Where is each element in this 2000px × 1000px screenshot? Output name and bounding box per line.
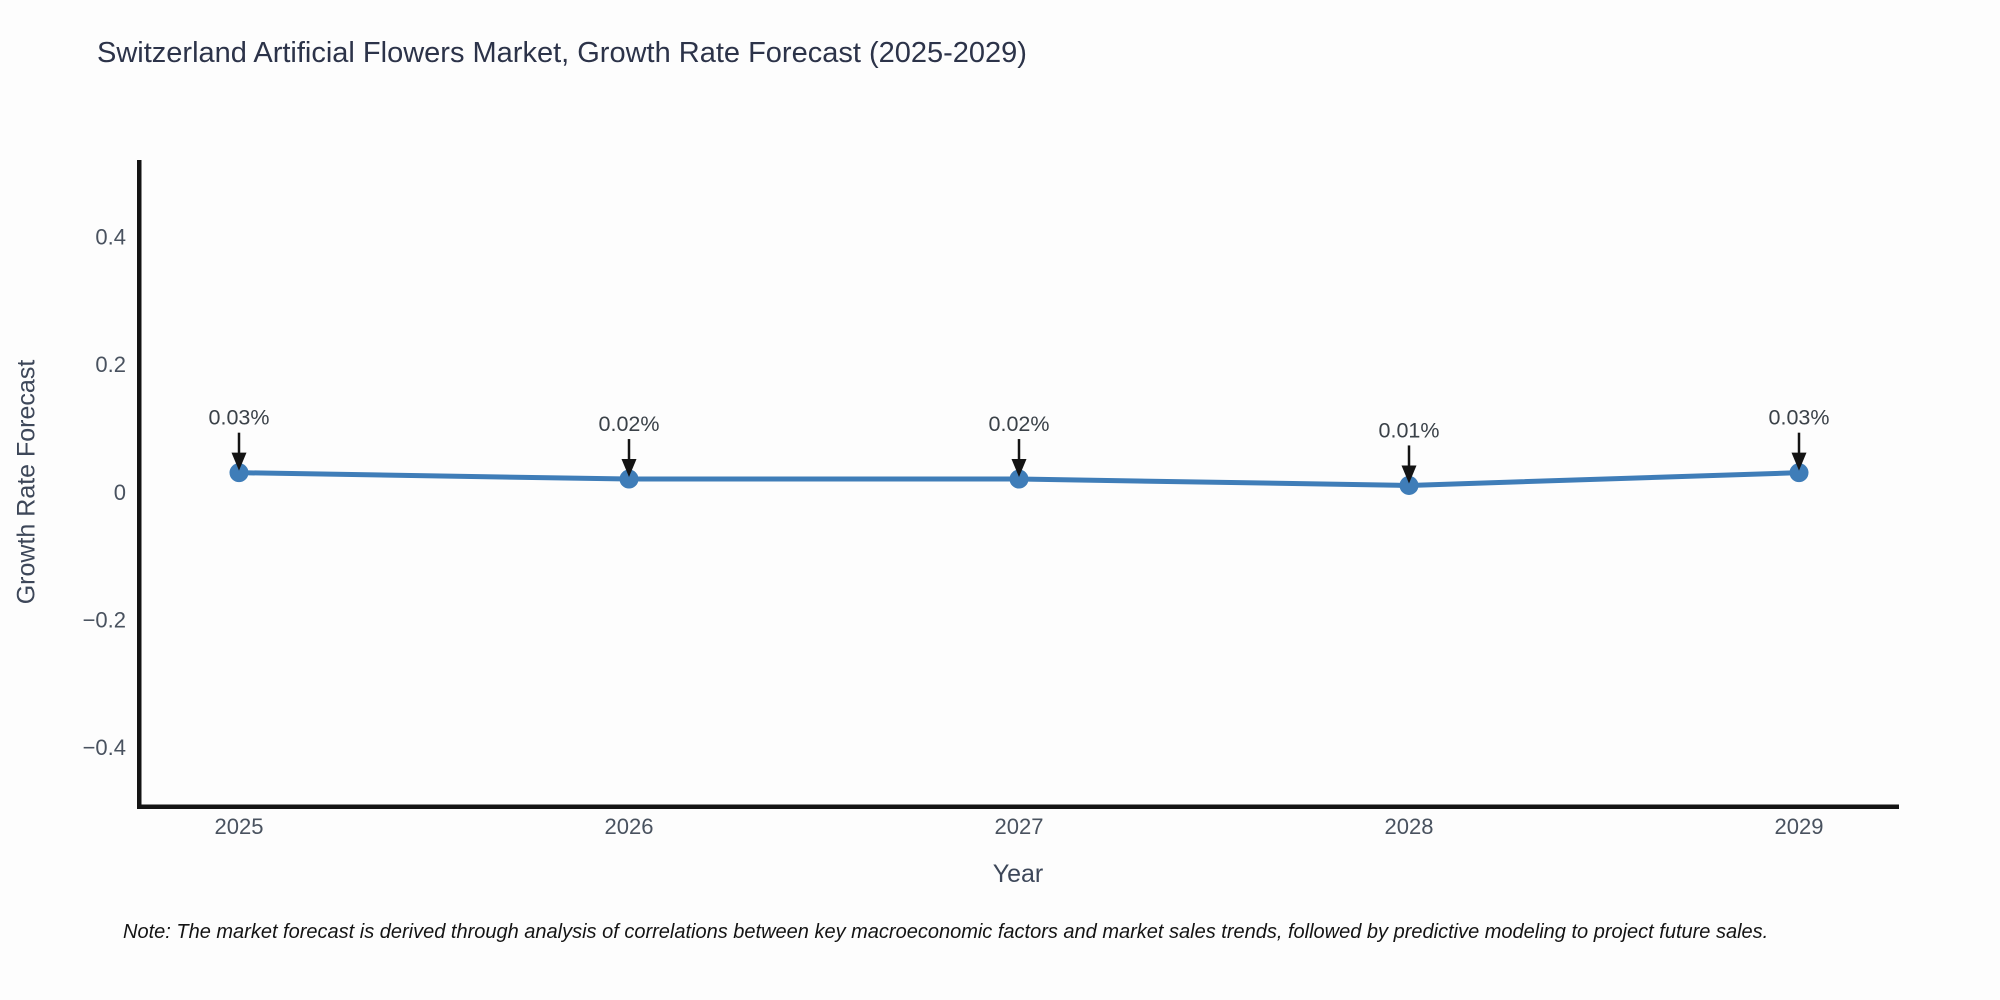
footnote: Note: The market forecast is derived thr… — [123, 921, 1769, 943]
y-tick-label: 0.4 — [95, 225, 126, 250]
annotation-label: 0.02% — [599, 412, 660, 436]
annotation-arrowhead — [1011, 459, 1027, 478]
x-tick-label: 2026 — [605, 814, 654, 839]
x-axis-title: Year — [992, 860, 1044, 888]
x-tick-label: 2027 — [995, 814, 1044, 839]
annotation-label: 0.01% — [1379, 418, 1440, 442]
data-point-marker — [1009, 469, 1029, 489]
data-point-marker — [229, 463, 249, 483]
chart-title: Switzerland Artificial Flowers Market, G… — [97, 37, 1027, 69]
x-tick-label: 2029 — [1775, 814, 1824, 839]
y-tick-label: 0.2 — [95, 352, 126, 377]
annotation-arrowhead — [1401, 465, 1417, 484]
data-point-marker — [1399, 475, 1419, 495]
y-axis-spine — [137, 160, 142, 809]
y-tick-label: −0.2 — [83, 607, 126, 632]
annotation-label: 0.03% — [1769, 406, 1830, 430]
annotation-arrowhead — [621, 459, 637, 478]
x-axis-spine — [137, 804, 1899, 809]
x-tick-label: 2028 — [1385, 814, 1434, 839]
annotation-arrowhead — [1791, 452, 1807, 471]
x-tick-label: 2025 — [215, 814, 264, 839]
annotation-label: 0.03% — [209, 406, 270, 430]
data-point-marker — [619, 469, 639, 489]
y-tick-label: 0 — [114, 480, 126, 505]
annotation-label: 0.02% — [989, 412, 1050, 436]
annotation-arrowhead — [231, 452, 247, 471]
data-point-marker — [1789, 463, 1809, 483]
y-tick-label: −0.4 — [83, 735, 126, 760]
